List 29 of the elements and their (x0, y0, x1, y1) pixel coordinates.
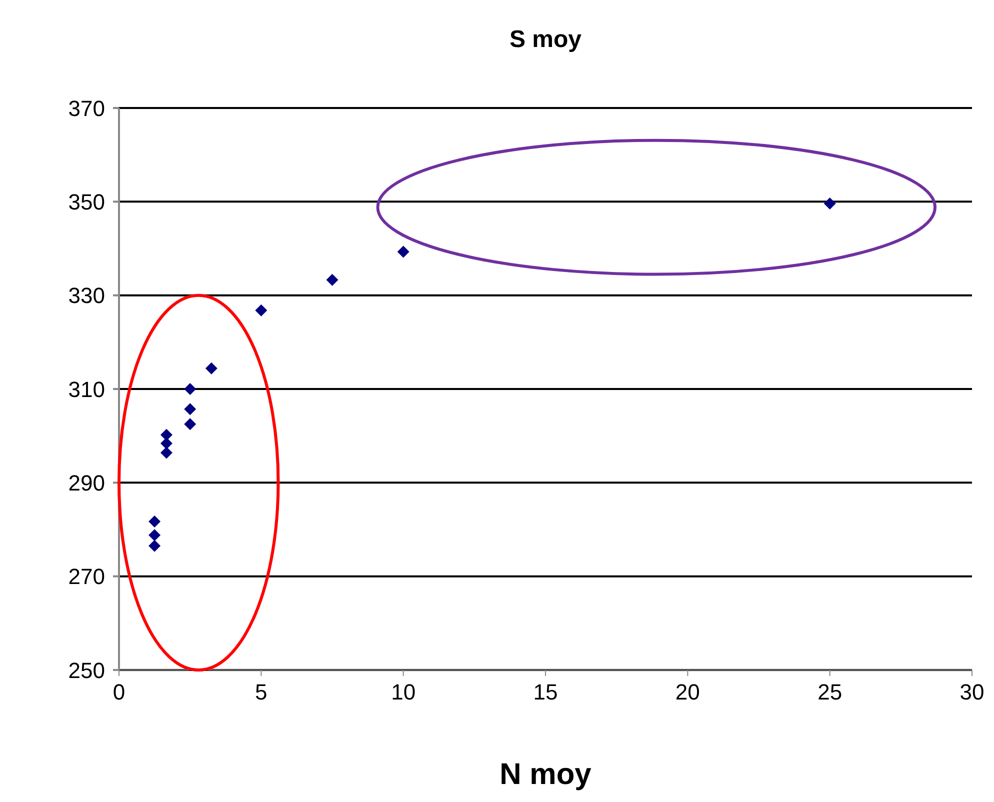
y-tick-label: 310 (68, 376, 105, 402)
y-tick-label: 290 (68, 470, 105, 496)
x-tick-label: 0 (112, 680, 126, 705)
y-tick-label: 350 (68, 189, 105, 214)
point (184, 403, 196, 416)
point (160, 446, 172, 459)
point (326, 274, 338, 286)
point (184, 383, 196, 395)
point (255, 304, 268, 316)
x-tick-label: 20 (675, 680, 700, 705)
y-tick-label: 270 (68, 564, 105, 590)
y-tick-label: 250 (68, 658, 105, 683)
x-tick-label: 5 (255, 680, 268, 705)
point (205, 362, 218, 374)
x-tick-label: 25 (818, 680, 842, 705)
x-tick-label: 30 (960, 680, 984, 705)
point (824, 198, 836, 210)
x-tick-label: 15 (533, 680, 558, 705)
y-tick-label: 370 (68, 96, 105, 121)
y-tick-label: 330 (68, 283, 105, 308)
point (184, 418, 196, 430)
point (148, 516, 161, 528)
x-tick-label: 10 (391, 680, 416, 705)
point (397, 246, 410, 258)
point (148, 529, 161, 542)
point (160, 428, 172, 441)
chart-title: S moy (508, 26, 583, 54)
x-axis-title: N moy (500, 758, 592, 791)
point (148, 540, 161, 552)
